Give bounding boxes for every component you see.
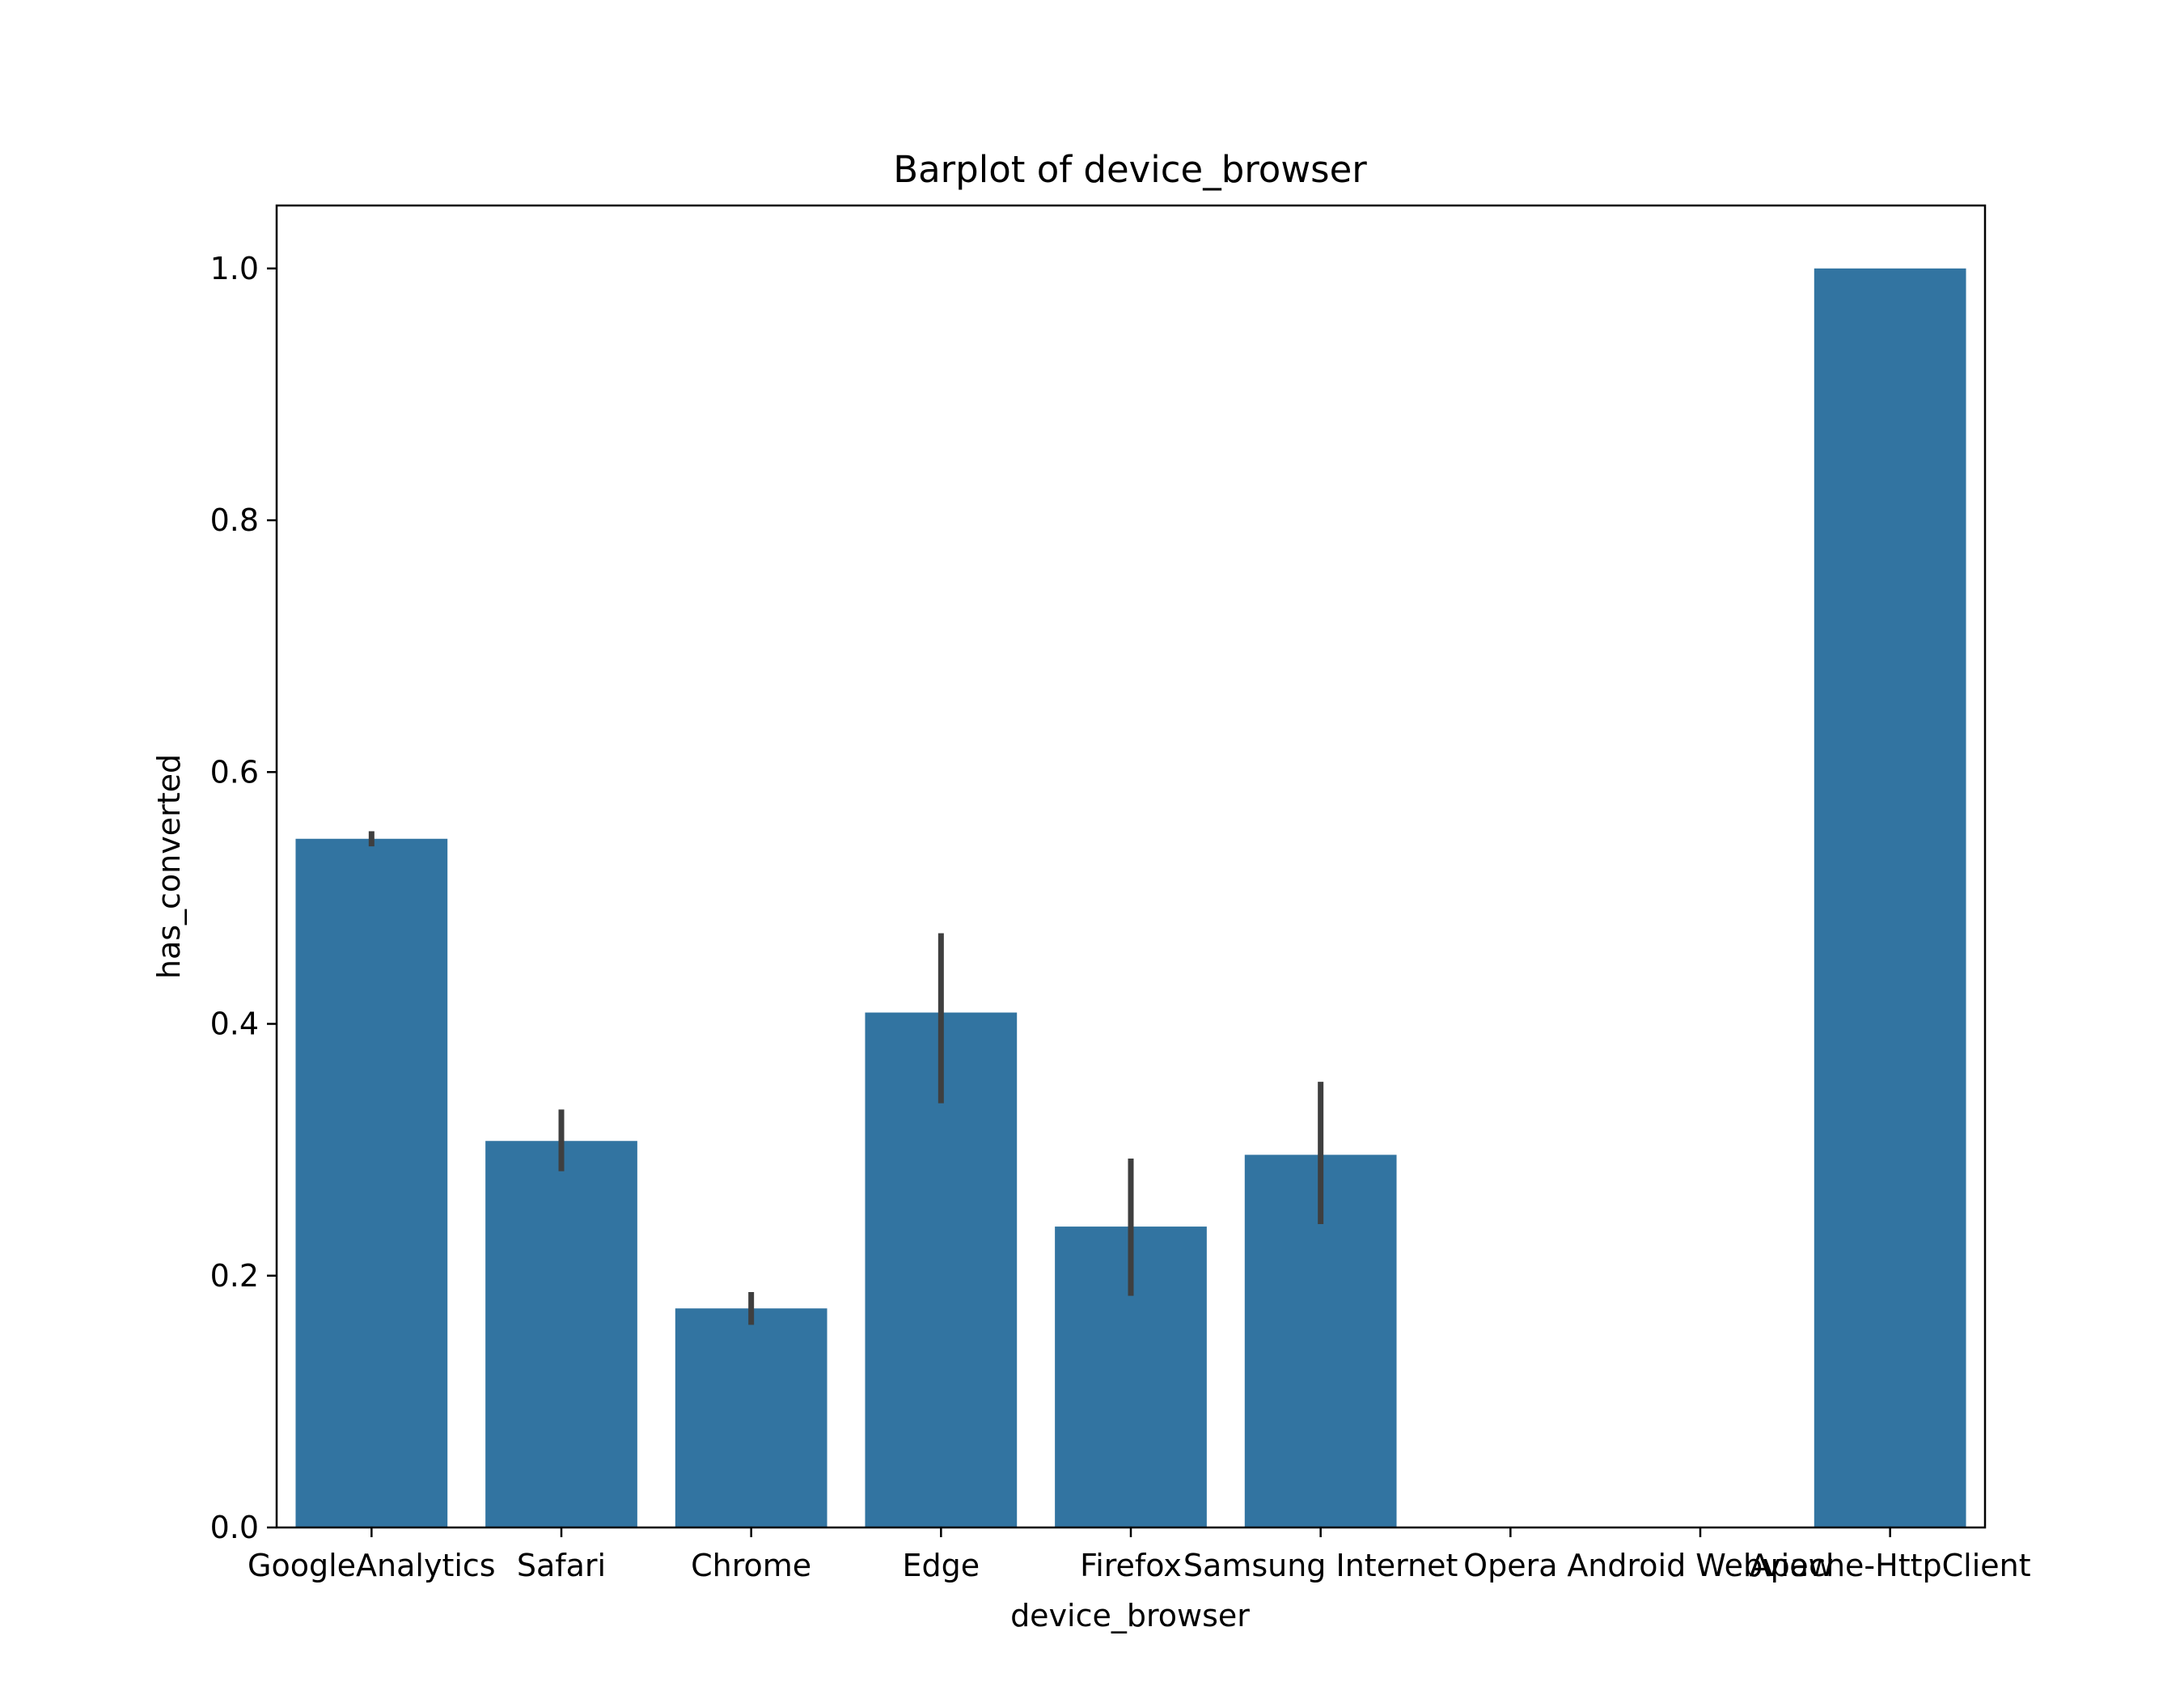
y-tick-label-3: 0.6 <box>210 754 259 790</box>
y-tick-label-4: 0.8 <box>210 502 259 538</box>
x-tick-label-7: Android Webview <box>1567 1548 1833 1583</box>
x-tick-label-5: Samsung Internet <box>1183 1548 1458 1583</box>
x-tick-label-6: Opera <box>1463 1548 1557 1583</box>
bars-group <box>295 268 1966 1527</box>
chart-title: Barplot of device_browser <box>893 148 1367 191</box>
y-tick-label-1: 0.2 <box>210 1258 259 1294</box>
y-axis: 0.0 0.2 0.4 0.6 0.8 1.0 <box>210 251 277 1545</box>
x-tick-label-4: Firefox <box>1080 1548 1182 1583</box>
x-tick-label-8: Apache-HttpClient <box>1750 1548 2031 1583</box>
y-axis-label: has_converted <box>151 754 187 979</box>
x-tick-label-0: GoogleAnalytics <box>248 1548 496 1583</box>
y-tick-label-2: 0.4 <box>210 1006 259 1042</box>
x-axis: GoogleAnalytics Safari Chrome Edge Firefox Sa… <box>248 1527 2031 1583</box>
error-bars-group <box>368 831 1324 1325</box>
bar-1 <box>485 1141 637 1527</box>
bar-8 <box>1814 268 1966 1527</box>
y-tick-label-5: 1.0 <box>210 251 259 286</box>
x-tick-label-3: Edge <box>903 1548 980 1583</box>
y-tick-label-0: 0.0 <box>210 1510 259 1545</box>
bar-0 <box>295 838 448 1527</box>
x-tick-label-1: Safari <box>517 1548 606 1583</box>
bar-2 <box>675 1308 827 1527</box>
x-axis-label: device_browser <box>1010 1598 1250 1633</box>
x-tick-label-2: Chrome <box>691 1548 811 1583</box>
